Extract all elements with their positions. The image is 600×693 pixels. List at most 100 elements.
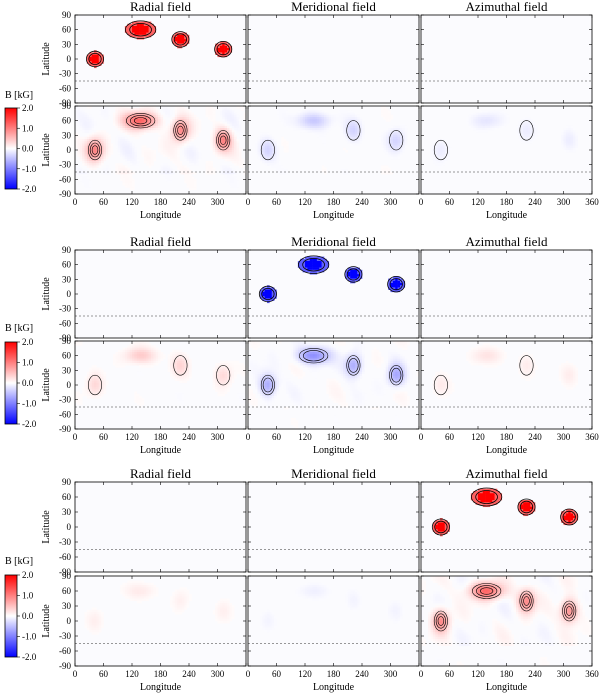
contour-line bbox=[435, 613, 447, 629]
panel-azimuthal-test-input-meridional bbox=[248, 482, 419, 572]
panel-meridional-test-recon-radial bbox=[75, 341, 246, 429]
x-tick-label: 60 bbox=[272, 432, 282, 442]
colorbar bbox=[4, 341, 18, 425]
contour-line bbox=[431, 518, 450, 536]
x-axis-label: Longitude bbox=[313, 210, 355, 221]
contour-line bbox=[521, 593, 532, 609]
contour-line bbox=[173, 120, 188, 141]
colorbar-tick-label: -1.0 bbox=[22, 399, 37, 409]
axes-frame bbox=[74, 481, 247, 573]
contour-line bbox=[391, 367, 402, 383]
y-tick-label: 90 bbox=[62, 245, 72, 255]
x-tick-label: 120 bbox=[125, 432, 139, 442]
y-tick-label: 0 bbox=[67, 145, 72, 155]
contour-line bbox=[560, 508, 579, 526]
contour-line bbox=[91, 145, 99, 155]
x-tick-label: 240 bbox=[355, 197, 369, 207]
x-axis-label: Longitude bbox=[140, 445, 182, 456]
contour-line bbox=[302, 258, 325, 272]
axes-frame bbox=[74, 575, 247, 667]
contour-line bbox=[480, 587, 494, 595]
contour-line bbox=[86, 50, 105, 68]
column-title: Meridional field bbox=[291, 234, 376, 249]
colorbar-label: B [kG] bbox=[5, 323, 33, 334]
x-tick-label: 240 bbox=[528, 669, 542, 679]
contour-line bbox=[262, 377, 274, 393]
axes-frame bbox=[420, 340, 593, 430]
axes-frame bbox=[74, 105, 247, 195]
y-tick-label: -90 bbox=[59, 567, 71, 577]
x-tick-label: 0 bbox=[246, 669, 251, 679]
contours-meridional-test-recon-radial bbox=[88, 355, 231, 396]
x-tick-label: 0 bbox=[419, 432, 424, 442]
axes-frame bbox=[74, 249, 247, 339]
contour-line bbox=[218, 132, 229, 148]
colorbar-tick-label: 2.0 bbox=[22, 103, 34, 113]
y-tick-label: -90 bbox=[59, 189, 71, 199]
x-tick-label: 180 bbox=[500, 197, 514, 207]
x-tick-label: 300 bbox=[557, 432, 571, 442]
contour-line bbox=[346, 355, 361, 376]
contour-line bbox=[260, 374, 275, 396]
x-tick-label: 240 bbox=[355, 669, 369, 679]
contour-line bbox=[389, 365, 404, 386]
y-tick-label: -90 bbox=[59, 424, 71, 434]
x-tick-label: 120 bbox=[298, 432, 312, 442]
contours-meridional-test-recon-meridional bbox=[260, 348, 404, 396]
y-tick-label: 60 bbox=[62, 492, 72, 502]
y-axis-label: Latitude bbox=[41, 368, 52, 402]
y-tick-label: -90 bbox=[59, 98, 71, 108]
contour-line bbox=[564, 603, 575, 619]
panel-meridional-test-input-azimuthal bbox=[421, 250, 592, 338]
y-tick-label: 90 bbox=[62, 10, 72, 20]
panel-meridional-test-input-radial bbox=[75, 250, 246, 338]
contours-azimuthal-test-input-azimuthal bbox=[431, 487, 579, 536]
figure-text: Radial field Meridional field Azimuthal fi… bbox=[5, 0, 599, 693]
y-tick-label: 0 bbox=[67, 289, 72, 299]
panel-radial-test-input-azimuthal bbox=[421, 15, 592, 103]
colorbar-tick-label: -2.0 bbox=[22, 652, 37, 662]
y-tick-label: 30 bbox=[62, 365, 72, 375]
contour-line bbox=[297, 255, 330, 274]
x-tick-label: 0 bbox=[246, 197, 251, 207]
colorbar bbox=[4, 574, 18, 658]
contour-line bbox=[519, 590, 534, 612]
panel-meridional-test-recon-azimuthal bbox=[421, 341, 592, 429]
panel-azimuthal-test-recon-radial bbox=[75, 576, 246, 666]
panel-meridional-test-recon-meridional bbox=[248, 341, 419, 429]
y-tick-label: 0 bbox=[67, 380, 72, 390]
x-tick-label: 240 bbox=[182, 197, 196, 207]
column-title: Radial field bbox=[130, 0, 192, 14]
y-tick-label: 30 bbox=[62, 601, 72, 611]
colorbar-tick-label: 0.0 bbox=[22, 144, 34, 154]
x-tick-label: 240 bbox=[182, 669, 196, 679]
axes-frame bbox=[247, 14, 420, 104]
colorbar-tick-label: 1.0 bbox=[22, 358, 34, 368]
x-tick-label: 180 bbox=[154, 197, 168, 207]
y-tick-label: 60 bbox=[62, 586, 72, 596]
y-tick-label: 60 bbox=[62, 260, 72, 270]
y-axis-label: Latitude bbox=[41, 133, 52, 167]
y-axis-label: Latitude bbox=[41, 277, 52, 311]
panel-azimuthal-test-input-radial bbox=[75, 482, 246, 572]
column-title: Meridional field bbox=[291, 0, 376, 14]
axes-frame bbox=[420, 575, 593, 667]
x-axis-label: Longitude bbox=[313, 445, 355, 456]
y-tick-label: 60 bbox=[62, 351, 72, 361]
contours-radial-test-input-radial bbox=[86, 20, 233, 68]
contour-line bbox=[437, 616, 445, 626]
y-tick-label: 0 bbox=[67, 522, 72, 532]
column-title: Radial field bbox=[130, 466, 192, 481]
contour-line bbox=[387, 276, 406, 293]
contour-line bbox=[344, 266, 363, 283]
y-tick-label: -60 bbox=[59, 318, 71, 328]
contour-line bbox=[88, 374, 103, 396]
x-tick-label: 180 bbox=[327, 432, 341, 442]
x-tick-label: 300 bbox=[211, 669, 225, 679]
contour-line bbox=[519, 120, 534, 141]
y-tick-label: -30 bbox=[59, 69, 71, 79]
contour-line bbox=[258, 285, 277, 303]
contour-line bbox=[130, 115, 152, 127]
colorbar-tick-label: 0.0 bbox=[22, 611, 34, 621]
